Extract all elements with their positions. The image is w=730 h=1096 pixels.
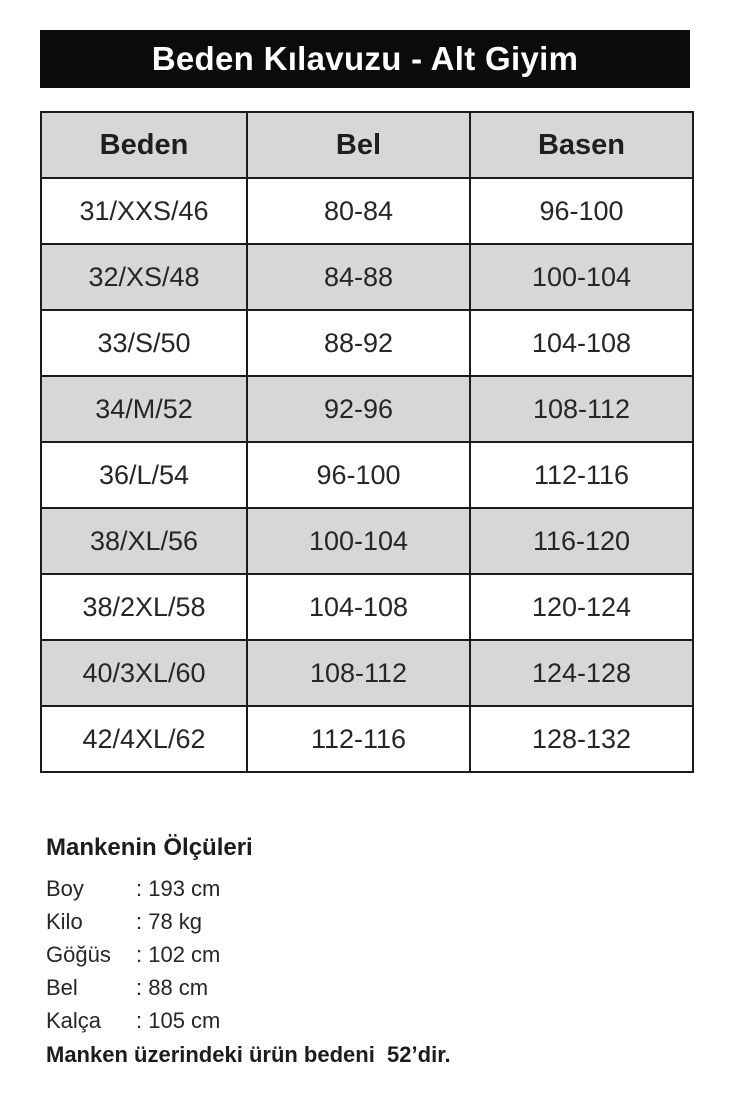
table-cell: 32/XS/48 [40, 243, 248, 311]
table-row: 38/2XL/58 104-108 120-124 [40, 573, 694, 641]
table-row: 33/S/50 88-92 104-108 [40, 309, 694, 377]
table-cell: 96-100 [469, 177, 694, 245]
measurement-label: Kilo [46, 908, 83, 934]
measurement-label: Kalça [46, 1007, 102, 1033]
size-table: Beden Bel Basen 31/XXS/46 80-84 96-100 32/XS/… [40, 111, 694, 773]
measurements-heading: Mankenin Ölçüleri [46, 834, 253, 861]
measurement-row: Göğüs : 102 cm [46, 938, 451, 971]
table-cell: 92-96 [246, 375, 471, 443]
table-cell: 128-132 [469, 705, 694, 773]
table-cell: 104-108 [469, 309, 694, 377]
measurement-row: Kilo : 78 kg [46, 905, 451, 938]
measurement-value: : 78 kg [136, 908, 203, 934]
measurements-list: Boy : 193 cm Kilo : 78 kg Göğüs : 102 cm Bel : … [46, 872, 451, 1037]
table-cell: 33/S/50 [40, 309, 248, 377]
measurement-value: : 102 cm [136, 941, 221, 967]
measurement-value: : 105 cm [136, 1007, 221, 1033]
table-cell: 38/2XL/58 [40, 573, 248, 641]
page-title: Beden Kılavuzu - Alt Giyim [151, 40, 579, 77]
measurement-label: Bel [46, 974, 78, 1000]
table-cell: 42/4XL/62 [40, 705, 248, 773]
table-cell: 80-84 [246, 177, 471, 245]
table-cell: 88-92 [246, 309, 471, 377]
table-cell: 108-112 [469, 375, 694, 443]
measurement-row: Boy : 193 cm [46, 872, 451, 905]
table-cell: 100-104 [469, 243, 694, 311]
table-cell: 112-116 [246, 705, 471, 773]
measurement-label: Göğüs [46, 941, 111, 967]
table-row: 34/M/52 92-96 108-112 [40, 375, 694, 443]
measurement-value: : 193 cm [136, 875, 221, 901]
table-row: 40/3XL/60 108-112 124-128 [40, 639, 694, 707]
table-cell: 36/L/54 [40, 441, 248, 509]
measurement-label: Boy [46, 875, 84, 901]
table-row: 38/XL/56 100-104 116-120 [40, 507, 694, 575]
column-header: Beden [40, 111, 248, 179]
table-row: 31/XXS/46 80-84 96-100 [40, 177, 694, 245]
table-cell: 104-108 [246, 573, 471, 641]
measurement-value: : 88 cm [136, 974, 209, 1000]
table-cell: 96-100 [246, 441, 471, 509]
table-cell: 100-104 [246, 507, 471, 575]
table-header-row: Beden Bel Basen [40, 111, 694, 179]
measurement-row: Bel : 88 cm [46, 971, 451, 1004]
product-size-note: Manken üzerindeki ürün bedeni 52’dir. [46, 1042, 451, 1067]
table-cell: 40/3XL/60 [40, 639, 248, 707]
title-banner: Beden Kılavuzu - Alt Giyim [40, 30, 690, 88]
table-cell: 34/M/52 [40, 375, 248, 443]
model-measurements: Mankenin Ölçüleri Boy : 193 cm Kilo : 78 kg… [46, 834, 451, 1068]
table-cell: 31/XXS/46 [40, 177, 248, 245]
table-row: 36/L/54 96-100 112-116 [40, 441, 694, 509]
table-cell: 108-112 [246, 639, 471, 707]
column-header: Bel [246, 111, 471, 179]
table-row: 32/XS/48 84-88 100-104 [40, 243, 694, 311]
column-header: Basen [469, 111, 694, 179]
table-cell: 120-124 [469, 573, 694, 641]
table-cell: 38/XL/56 [40, 507, 248, 575]
table-row: 42/4XL/62 112-116 128-132 [40, 705, 694, 773]
table-cell: 116-120 [469, 507, 694, 575]
table-cell: 112-116 [469, 441, 694, 509]
table-cell: 84-88 [246, 243, 471, 311]
table-cell: 124-128 [469, 639, 694, 707]
measurement-row: Kalça : 105 cm [46, 1004, 451, 1037]
